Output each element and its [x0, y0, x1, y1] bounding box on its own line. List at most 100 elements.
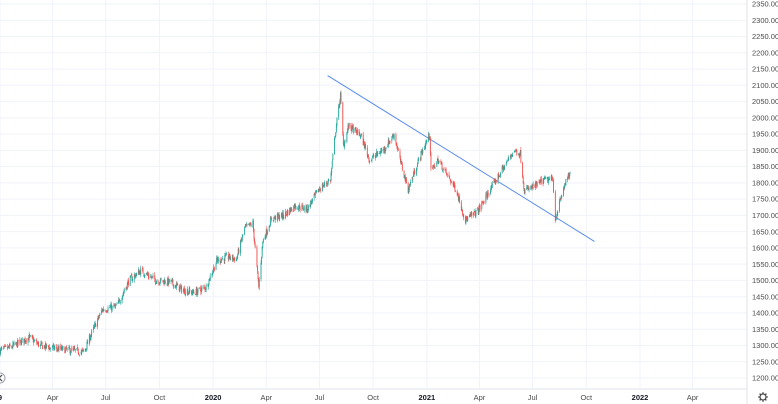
candle: [408, 186, 410, 195]
candle: [511, 154, 513, 157]
candle: [217, 256, 219, 264]
y-tick-label: 1950.00: [752, 130, 778, 139]
candle: [85, 348, 87, 352]
candle: [543, 177, 545, 185]
candle: [453, 181, 455, 189]
x-axis[interactable]: 9 Apr Jul Oct 2020 Apr Jul Oct 2021 Apr Jul Oct 2022…: [0, 393, 699, 402]
candle: [186, 286, 188, 296]
candle: [302, 202, 303, 206]
y-axis[interactable]: 1200.00 1250.00 1300.00 1350.00 1400.00 1450.…: [752, 0, 778, 383]
candle: [425, 140, 427, 144]
candle: [56, 343, 58, 352]
candle: [147, 271, 149, 277]
candle: [456, 189, 458, 197]
candle: [94, 321, 96, 330]
candle: [188, 285, 190, 295]
x-tick-label: Apr: [474, 393, 486, 402]
candle: [119, 299, 121, 305]
candle: [3, 345, 4, 350]
ui-controls[interactable]: [0, 372, 768, 402]
candle: [347, 122, 349, 133]
candle: [462, 212, 464, 218]
candle: [391, 133, 393, 140]
candle: [381, 147, 383, 154]
candle: [65, 346, 67, 349]
settings-button[interactable]: [758, 392, 768, 402]
candle: [37, 341, 39, 346]
candle: [395, 132, 397, 146]
candle: [462, 209, 463, 216]
candle: [70, 345, 72, 353]
candle: [400, 155, 402, 165]
scroll-left-button[interactable]: [0, 372, 6, 384]
candle: [334, 136, 336, 155]
candle: [490, 188, 491, 195]
candle: [39, 344, 41, 350]
candle: [384, 148, 386, 154]
candle: [36, 341, 38, 345]
candle: [470, 211, 472, 217]
candle: [193, 289, 195, 295]
candle: [358, 128, 360, 137]
candle: [163, 280, 164, 285]
candle: [42, 344, 44, 350]
candle: [401, 161, 403, 172]
candle: [244, 226, 246, 236]
candle: [118, 297, 120, 302]
candle: [240, 236, 242, 244]
candle: [262, 241, 264, 249]
candle: [85, 348, 87, 352]
candle: [438, 160, 440, 163]
candle: [73, 345, 75, 352]
candle: [310, 200, 312, 209]
candle: [254, 241, 256, 249]
candle: [327, 178, 329, 186]
y-tick-label: 2000.00: [752, 113, 778, 122]
candle: [498, 174, 500, 178]
candle: [340, 90, 342, 105]
candle: [330, 179, 331, 184]
candle: [102, 308, 104, 313]
candle: [95, 323, 97, 328]
candle: [34, 338, 35, 343]
candle: [553, 178, 555, 194]
candle: [135, 272, 136, 279]
trendline-layer[interactable]: [327, 75, 595, 242]
candle: [469, 214, 470, 218]
candle: [49, 344, 51, 350]
candle: [113, 302, 115, 309]
y-tick-label: 2250.00: [752, 32, 778, 41]
candle: [98, 314, 100, 320]
candle: [93, 324, 95, 329]
trendline[interactable]: [327, 75, 595, 242]
candle: [94, 320, 96, 327]
candle: [375, 152, 377, 158]
candle: [323, 182, 325, 187]
candle: [170, 278, 172, 285]
candle: [335, 132, 337, 138]
candle: [506, 159, 508, 164]
candle: [449, 175, 451, 180]
candle: [389, 140, 391, 144]
candle: [355, 126, 357, 134]
candle: [338, 103, 340, 109]
candle: [213, 264, 215, 273]
candle: [303, 205, 305, 213]
candle: [294, 203, 296, 209]
candle: [264, 234, 266, 241]
candle: [377, 150, 379, 157]
candle: [528, 185, 529, 191]
candle: [311, 198, 313, 205]
candle: [240, 239, 242, 257]
candle: [270, 216, 272, 219]
candle: [21, 337, 23, 343]
candle: [490, 185, 492, 193]
candle: [450, 180, 452, 184]
candle: [12, 340, 14, 350]
candle: [212, 270, 214, 277]
y-tick-label: 2150.00: [752, 65, 778, 74]
candle: [285, 208, 286, 220]
candle: [290, 206, 292, 213]
